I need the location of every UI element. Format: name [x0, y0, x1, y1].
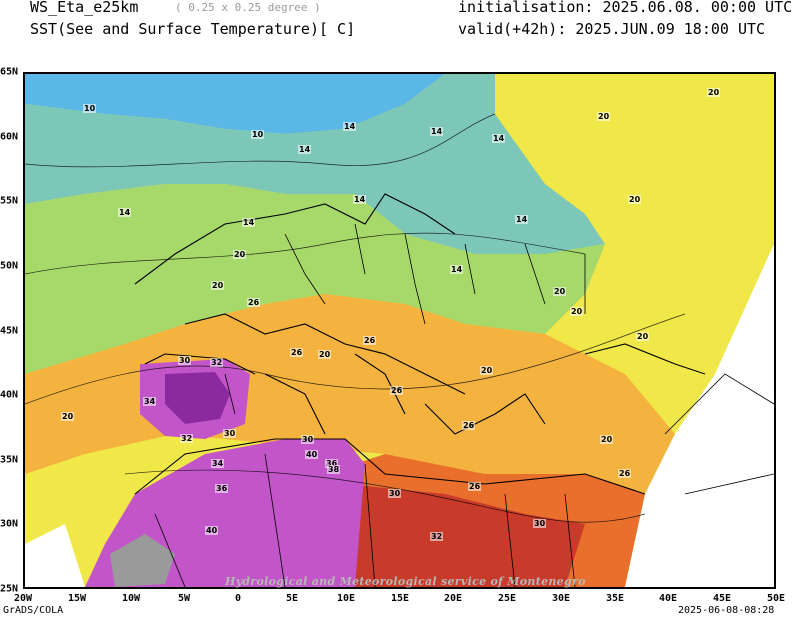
grey-land-patch [110, 534, 175, 587]
contour-label: 20 [707, 88, 721, 97]
map-canvas [25, 74, 774, 587]
no-data-east [625, 244, 774, 587]
extreme-sahara [345, 484, 585, 587]
y-tick-label: 60N [0, 131, 19, 143]
variable-title: SST(See and Surface Temperature)[ C] [30, 20, 356, 38]
x-tick-label: 15E [390, 593, 410, 604]
x-tick-label: 25E [497, 593, 517, 604]
contour-label: 26 [290, 348, 304, 357]
resolution-label: ( 0.25 x 0.25 degree ) [175, 1, 321, 14]
contour-label: 26 [390, 386, 404, 395]
x-tick-label: 5W [177, 593, 191, 604]
contour-label: 20 [233, 250, 247, 259]
coastline [134, 193, 706, 495]
contour-label: 34 [143, 397, 157, 406]
contour-label: 34 [211, 459, 225, 468]
y-tick-label: 55N [0, 195, 19, 207]
contour-label: 14 [118, 208, 132, 217]
hot-mediterranean [25, 294, 675, 494]
contour-label: 20 [636, 332, 650, 341]
contour-label: 30 [388, 489, 402, 498]
contour-label: 14 [298, 145, 312, 154]
x-tick-label: 35E [605, 593, 625, 604]
y-tick-label: 35N [0, 454, 19, 466]
contour-lines [25, 113, 686, 523]
x-tick-label: 10E [336, 593, 356, 604]
contour-label: 14 [492, 134, 506, 143]
contour-label: 10 [251, 130, 265, 139]
x-tick-label: 10W [121, 593, 141, 604]
contour-label: 14 [353, 195, 367, 204]
contour-label: 20 [628, 195, 642, 204]
render-timestamp: 2025-06-08-08:28 [678, 605, 775, 616]
x-tick-label: 0 [234, 593, 242, 604]
y-tick-label: 30N [0, 518, 19, 530]
contour-label: 30 [533, 519, 547, 528]
contour-label: 14 [430, 127, 444, 136]
contour-label: 20 [570, 307, 584, 316]
x-tick-label: 30E [551, 593, 571, 604]
x-tick-label: 15W [67, 593, 87, 604]
cool-north-atlantic [25, 74, 605, 254]
contour-label: 26 [618, 469, 632, 478]
contour-label: 20 [61, 412, 75, 421]
cold-ocean-region [25, 74, 445, 134]
contour-label: 32 [430, 532, 444, 541]
contour-label: 36 [325, 459, 339, 468]
contour-label: 26 [462, 421, 476, 430]
y-tick-label: 40N [0, 389, 19, 401]
contour-label: 20 [597, 112, 611, 121]
contour-label: 32 [180, 434, 194, 443]
contour-label: 26 [247, 298, 261, 307]
contour-label: 30 [223, 429, 237, 438]
x-tick-label: 20E [443, 593, 463, 604]
contour-label: 40 [305, 450, 319, 459]
initialisation-time: initialisation: 2025.06.08. 00:00 UTC [458, 0, 793, 16]
watermark: Hydrological and Meteorological service … [225, 575, 586, 588]
contour-label: 20 [600, 435, 614, 444]
contour-label: 30 [301, 435, 315, 444]
mild-central-europe [25, 184, 605, 374]
x-tick-label: 5E [285, 593, 299, 604]
contour-label: 14 [242, 218, 256, 227]
y-tick-label: 45N [0, 325, 19, 337]
no-data-atlantic-corner [25, 524, 85, 587]
y-tick-label: 65N [0, 66, 19, 78]
model-name: WS_Eta_e25km [30, 0, 139, 16]
contour-label: 10 [83, 104, 97, 113]
contour-label: 26 [363, 336, 377, 345]
contour-label: 14 [343, 122, 357, 131]
contour-label: 38 [327, 465, 341, 474]
contour-label: 36 [215, 484, 229, 493]
contour-label: 40 [205, 526, 219, 535]
contour-label: 20 [318, 350, 332, 359]
x-tick-label: 50E [766, 593, 786, 604]
contour-label: 14 [450, 265, 464, 274]
temperature-map: 10 10 14 14 14 14 14 14 14 14 14 20 20 2… [23, 72, 776, 589]
desert-dark-core [165, 372, 230, 424]
y-tick-label: 25N [0, 583, 19, 595]
x-tick-label: 40E [658, 593, 678, 604]
contour-label: 14 [515, 215, 529, 224]
x-tick-label: 20W [13, 593, 33, 604]
contour-label: 30 [178, 356, 192, 365]
country-borders [154, 223, 774, 587]
contour-label: 20 [480, 366, 494, 375]
x-tick-label: 45E [712, 593, 732, 604]
contour-label: 26 [468, 482, 482, 491]
contour-label: 20 [211, 281, 225, 290]
software-credit: GrADS/COLA [3, 605, 64, 616]
contour-label: 20 [553, 287, 567, 296]
valid-time: valid(+42h): 2025.JUN.09 18:00 UTC [458, 20, 766, 38]
contour-label: 32 [210, 358, 224, 367]
y-tick-label: 50N [0, 260, 19, 272]
